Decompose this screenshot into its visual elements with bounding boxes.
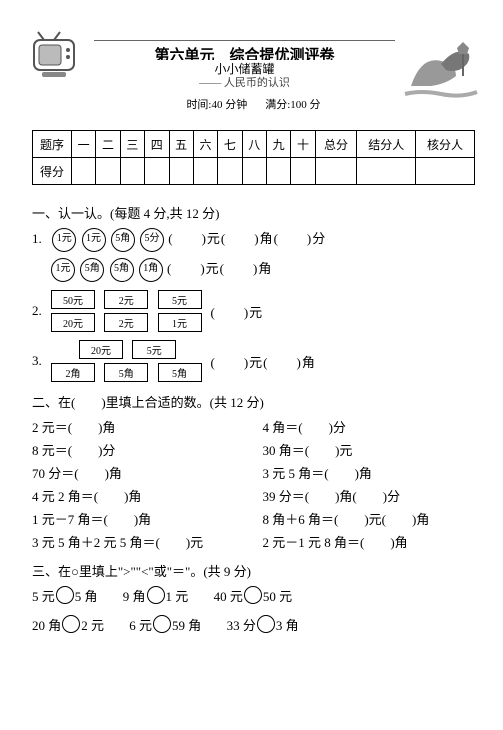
answer-blank: ( )元( )角( )分	[168, 231, 326, 246]
coin-icon: 1元	[82, 228, 106, 252]
cell: 得分	[33, 158, 72, 185]
bill-icon: 20元	[51, 313, 95, 332]
bill-grid: 50元 2元 5元 20元 2元 1元	[48, 288, 205, 334]
circle-blank-icon	[147, 586, 165, 604]
cell	[169, 158, 193, 185]
cell	[72, 158, 96, 185]
cell: 一	[72, 131, 96, 158]
q2-number: 2.	[32, 303, 48, 319]
compare-item: 5 元5 角	[32, 586, 98, 605]
coin-icon: 1角	[139, 258, 163, 282]
circle-blank-icon	[257, 615, 275, 633]
fill-item: 39 分＝( )角( )分	[263, 486, 476, 505]
cell: 二	[96, 131, 120, 158]
fill-item: 3 元 5 角＋2 元 5 角＝( )元	[32, 532, 245, 551]
fill-item: 2 元＝( )角	[32, 417, 245, 436]
bill-icon: 5角	[104, 363, 148, 382]
exam-time: 时间:40 分钟满分:100 分	[32, 96, 475, 112]
header-rule	[94, 40, 395, 41]
section-2-title: 二、在( )里填上合适的数。(共 12 分)	[32, 392, 475, 411]
cell	[357, 158, 416, 185]
cell: 十	[291, 131, 315, 158]
circle-blank-icon	[244, 586, 262, 604]
compare-item: 33 分3 角	[227, 615, 299, 634]
compare-item: 9 角1 元	[123, 586, 189, 605]
fill-grid: 2 元＝( )角 4 角＝( )分 8 元＝( )分 30 角＝( )元 70 …	[32, 417, 475, 551]
cell	[120, 158, 144, 185]
fill-item: 2 元－1 元 8 角＝( )角	[263, 532, 476, 551]
cell: 八	[242, 131, 266, 158]
coin-icon: 1元	[51, 258, 75, 282]
bill-grid: 20元 5元 2角 5角 5角	[48, 338, 205, 384]
cell	[291, 158, 315, 185]
bill-icon: 5角	[158, 363, 202, 382]
cell: 三	[120, 131, 144, 158]
fill-item: 3 元 5 角＝( )角	[263, 463, 476, 482]
bill-icon: 5元	[158, 290, 202, 309]
fill-item: 4 元 2 角＝( )角	[32, 486, 245, 505]
q1-line2: 1元 5角 5角 1角 ( )元( )角	[50, 258, 475, 282]
exam-subtitle2: —— 人民币的认识	[94, 74, 395, 90]
tv-icon	[26, 30, 84, 82]
cell: 五	[169, 131, 193, 158]
bill-icon: 2元	[104, 313, 148, 332]
bill-icon: 1元	[158, 313, 202, 332]
section-3-title: 三、在○里填上">""<"或"＝"。(共 9 分)	[32, 561, 475, 580]
score-header-row: 题序 一 二 三 四 五 六 七 八 九 十 总分 结分人 核分人	[33, 131, 475, 158]
bill-icon: 5元	[132, 340, 176, 359]
exam-header: 第六单元 综合提优测评卷 小小储蓄罐 —— 人民币的认识 时间:40 分钟满分:…	[32, 30, 475, 118]
q3-number: 3.	[32, 353, 48, 369]
answer-blank: ( )元	[211, 302, 264, 321]
cell	[416, 158, 475, 185]
compare-row-2: 20 角2 元 6 元59 角 33 分3 角	[32, 615, 475, 634]
q3: 3. 20元 5元 2角 5角 5角 ( )元( )角	[32, 338, 475, 384]
fill-item: 8 元＝( )分	[32, 440, 245, 459]
q2: 2. 50元 2元 5元 20元 2元 1元 ( )元	[32, 288, 475, 334]
cell: 七	[218, 131, 242, 158]
compare-row-1: 5 元5 角 9 角1 元 40 元50 元	[32, 586, 475, 605]
coin-icon: 5分	[140, 228, 164, 252]
cell	[267, 158, 291, 185]
fill-item: 8 角＋6 角＝( )元( )角	[263, 509, 476, 528]
circle-blank-icon	[62, 615, 80, 633]
compare-item: 40 元50 元	[214, 586, 293, 605]
bill-icon: 2角	[51, 363, 95, 382]
cell: 总分	[315, 131, 357, 158]
answer-blank: ( )元( )角	[167, 261, 272, 276]
section-1-title: 一、认一认。(每题 4 分,共 12 分)	[32, 203, 475, 222]
bill-icon: 20元	[79, 340, 123, 359]
cell	[218, 158, 242, 185]
fill-item: 30 角＝( )元	[263, 440, 476, 459]
cell	[96, 158, 120, 185]
dolphin-icon	[401, 36, 479, 104]
cell: 核分人	[416, 131, 475, 158]
cell	[193, 158, 217, 185]
cell: 九	[267, 131, 291, 158]
cell: 结分人	[357, 131, 416, 158]
coin-icon: 1元	[52, 228, 76, 252]
compare-item: 6 元59 角	[129, 615, 201, 634]
coin-icon: 5角	[80, 258, 104, 282]
fill-item: 70 分＝( )角	[32, 463, 245, 482]
q1-line1: 1. 1元 1元 5角 5分 ( )元( )角( )分	[32, 228, 475, 252]
coin-icon: 5角	[111, 228, 135, 252]
cell	[242, 158, 266, 185]
compare-item: 20 角2 元	[32, 615, 104, 634]
fill-item: 4 角＝( )分	[263, 417, 476, 436]
coin-icon: 5角	[110, 258, 134, 282]
score-value-row: 得分	[33, 158, 475, 185]
cell: 四	[145, 131, 169, 158]
bill-icon: 2元	[104, 290, 148, 309]
q1-number: 1.	[32, 228, 48, 250]
cell	[145, 158, 169, 185]
cell	[315, 158, 357, 185]
answer-blank: ( )元( )角	[211, 352, 316, 371]
score-table: 题序 一 二 三 四 五 六 七 八 九 十 总分 结分人 核分人 得分	[32, 130, 475, 185]
cell: 六	[193, 131, 217, 158]
bill-icon: 50元	[51, 290, 95, 309]
circle-blank-icon	[153, 615, 171, 633]
cell: 题序	[33, 131, 72, 158]
fill-item: 1 元－7 角＝( )角	[32, 509, 245, 528]
circle-blank-icon	[56, 586, 74, 604]
